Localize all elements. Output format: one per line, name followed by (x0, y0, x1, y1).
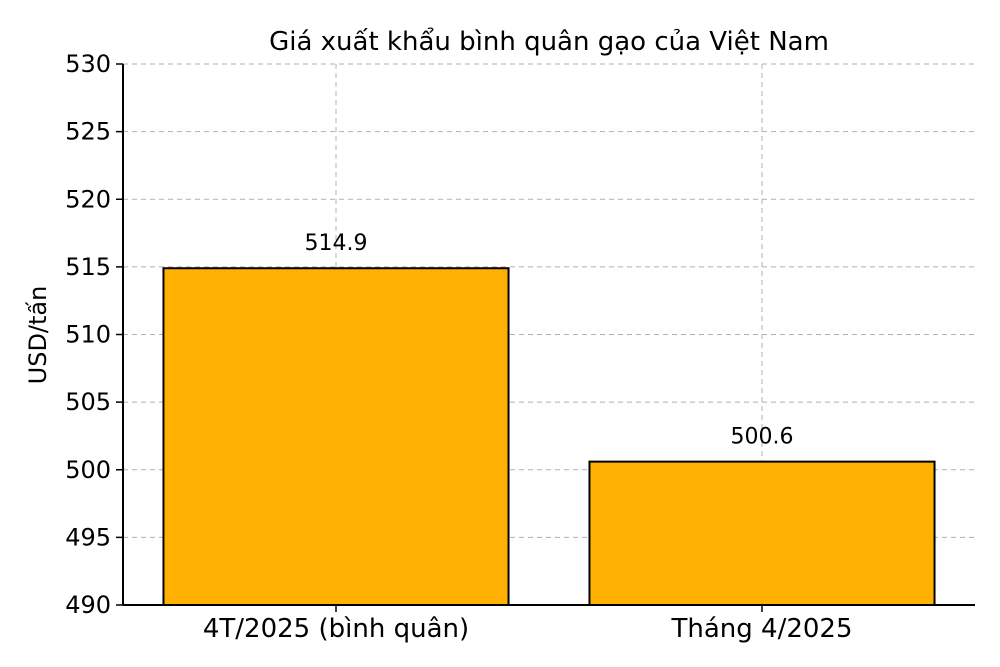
y-tick-label: 490 (65, 591, 111, 619)
y-tick-label: 520 (65, 185, 111, 213)
y-tick-label: 515 (65, 253, 111, 281)
bar (588, 460, 936, 607)
bars (162, 267, 936, 607)
y-tick-labels: 490 495 500 505 510 515 520 525 530 (65, 50, 111, 619)
y-axis-label: USD/tấn (24, 286, 52, 385)
axes (116, 63, 975, 612)
chart-title: Giá xuất khẩu bình quân gạo của Việt Nam (269, 26, 829, 57)
y-tick-label: 500 (65, 456, 111, 484)
y-tick-label: 530 (65, 50, 111, 78)
data-label: 514.9 (305, 231, 368, 256)
y-tick-label: 495 (65, 523, 111, 551)
x-tick-labels: 4T/2025 (bình quân) Tháng 4/2025 (203, 614, 853, 644)
y-tick-label: 505 (65, 388, 111, 416)
x-tick-label: Tháng 4/2025 (670, 614, 852, 644)
y-tick-label: 510 (65, 321, 111, 349)
x-tick-label: 4T/2025 (bình quân) (203, 614, 469, 644)
y-tick-label: 525 (65, 118, 111, 146)
data-labels: 514.9 500.6 (305, 231, 794, 449)
data-label: 500.6 (731, 425, 794, 450)
bar (162, 267, 510, 606)
